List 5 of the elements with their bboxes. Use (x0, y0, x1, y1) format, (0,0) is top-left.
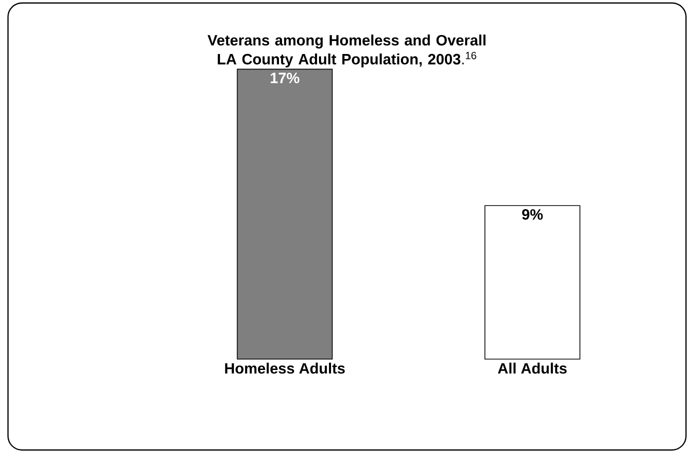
data-label: 9% (522, 209, 543, 220)
x-tick-label: All Adults (498, 362, 567, 374)
x-tick-label: Homeless Adults (225, 362, 345, 374)
data-label: 17% (270, 72, 300, 84)
chart-title: Veterans among Homeless and Overall LA County Adult Population, 2003.$^{16}$ (208, 34, 486, 68)
